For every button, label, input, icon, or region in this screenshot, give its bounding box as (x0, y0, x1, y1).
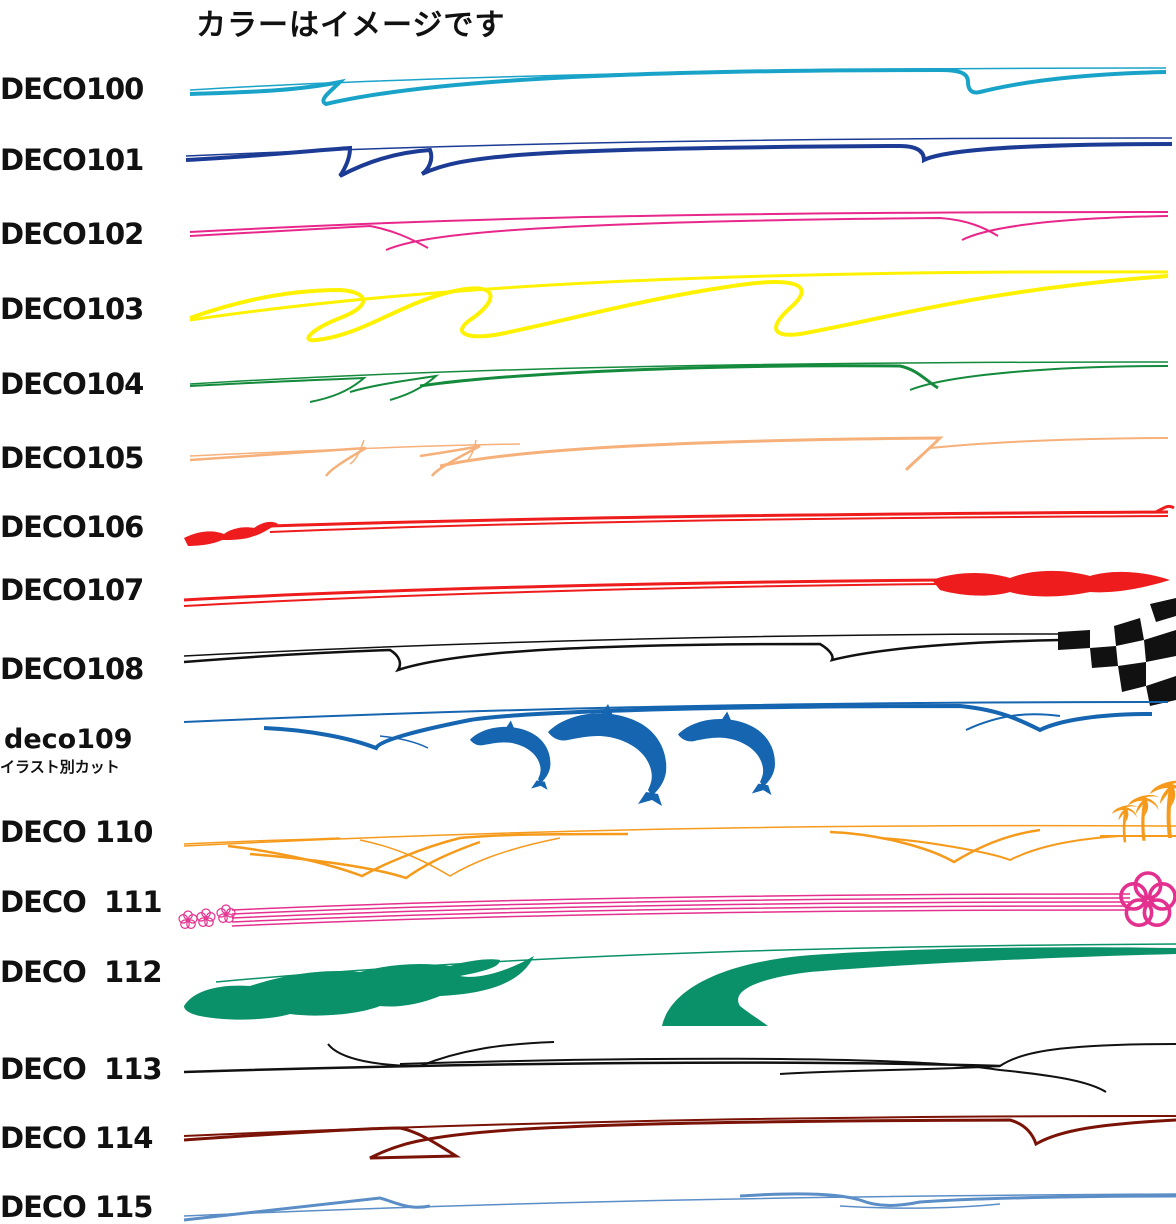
page-title: カラーはイメージです (196, 8, 506, 43)
deco114-stripe (183, 1115, 1176, 1160)
sublabel-deco109: イラスト別カット (0, 758, 120, 776)
label-deco109: deco109 (4, 724, 133, 755)
label-deco105: DECO105 (0, 441, 144, 475)
deco104-stripe (189, 361, 1169, 403)
deco110-stripe (183, 824, 1176, 880)
deco109-dolphins (470, 704, 775, 806)
deco115-stripe (183, 1192, 1176, 1222)
label-deco102: DECO102 (0, 217, 144, 251)
label-deco107: DECO107 (0, 573, 144, 607)
deco102-stripe (189, 211, 1169, 251)
deco107-stripe (183, 578, 941, 607)
deco110-palm-trees (1112, 780, 1176, 843)
label-deco114: DECO 114 (0, 1121, 153, 1155)
label-deco112: DECO 112 (0, 955, 163, 989)
label-deco100: DECO100 (0, 72, 144, 106)
deco108-checkered-flag (1058, 598, 1176, 706)
label-deco108: DECO108 (0, 652, 144, 686)
deco103-stripe (189, 270, 1169, 343)
deco106-flame (184, 521, 278, 546)
deco100-stripe (189, 67, 1167, 107)
label-deco103: DECO103 (0, 292, 144, 326)
deco112-stripe (184, 943, 1176, 1026)
label-deco104: DECO104 (0, 367, 144, 401)
label-deco115: DECO 115 (0, 1190, 153, 1224)
deco101-stripe (185, 137, 1173, 178)
deco108-stripe (183, 633, 1061, 673)
deco106-stripe (269, 504, 1175, 533)
label-deco113: DECO 113 (0, 1052, 163, 1086)
deco113-stripe (183, 1041, 1176, 1093)
label-deco111: DECO 111 (0, 885, 163, 919)
deco105-stripe (189, 436, 1169, 477)
deco111-stripe (231, 893, 1131, 927)
deco107-flame (932, 570, 1170, 597)
deco109-stripe (183, 701, 1169, 751)
label-deco110: DECO 110 (0, 815, 153, 849)
label-deco106: DECO106 (0, 510, 144, 544)
label-deco101: DECO101 (0, 143, 144, 177)
